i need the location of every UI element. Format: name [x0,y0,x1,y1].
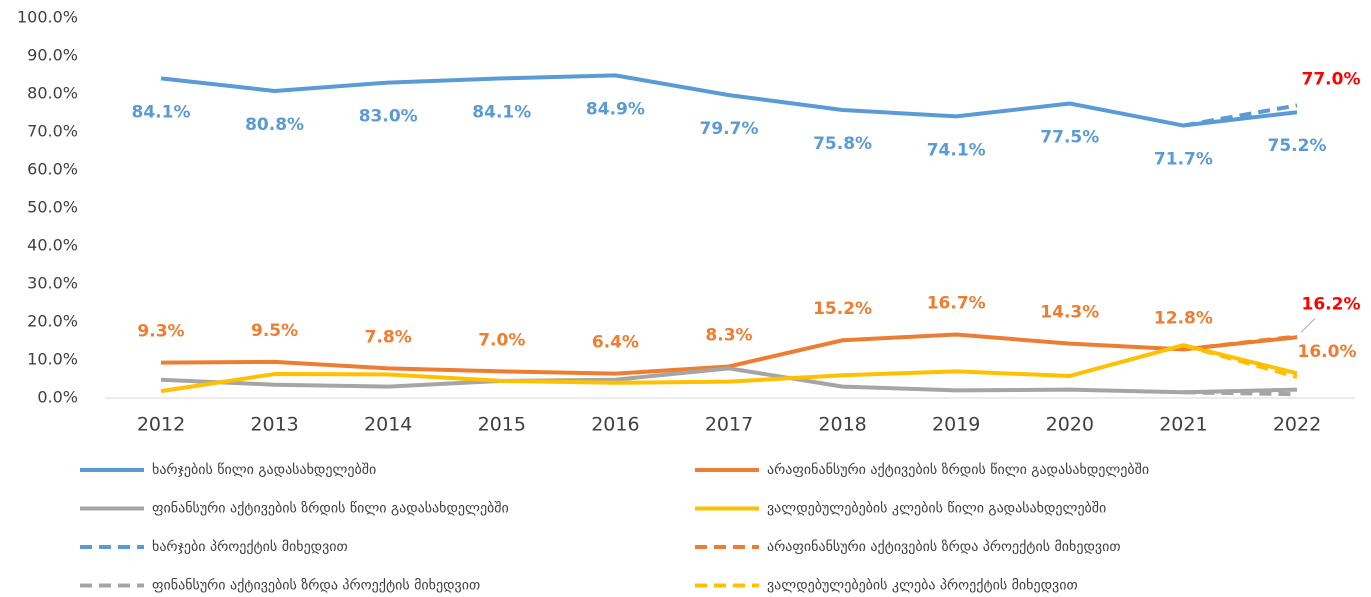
y-tick-label: 100.0% [17,8,78,27]
x-tick-label: 2015 [478,414,526,436]
data-label: 84.1% [472,102,531,122]
data-label: 7.8% [365,327,412,347]
series-line [160,73,1298,128]
x-tick-label: 2016 [591,414,639,436]
data-label: 7.0% [478,330,525,350]
projection-line [1183,334,1298,352]
x-tick-label: 2013 [250,414,298,436]
data-label: 9.3% [137,322,184,342]
data-label: 75.8% [813,134,872,154]
x-tick-label: 2012 [137,414,185,436]
data-label: 8.3% [705,325,752,345]
legend-label: არაფინანსური აქტივების ზრდა პროექტის მიხ… [767,538,1121,555]
data-label: 79.7% [700,119,759,139]
x-tick-label: 2018 [818,414,866,436]
y-tick-label: 50.0% [27,198,78,217]
data-label: 75.2% [1268,136,1327,156]
x-tick-label: 2014 [364,414,412,436]
data-label: 77.5% [1040,128,1099,148]
x-tick-label: 2020 [1046,414,1094,436]
series-line [160,366,1298,395]
data-label: 16.7% [927,294,986,314]
data-label: 71.7% [1154,150,1213,170]
y-tick-label: 30.0% [27,274,78,293]
y-tick-label: 70.0% [27,122,78,141]
data-label: 9.5% [251,321,298,341]
data-label: 84.9% [586,99,645,119]
data-label: 74.1% [927,140,986,160]
y-tick-label: 90.0% [27,46,78,65]
data-label: 15.2% [813,299,872,319]
data-label: 6.4% [592,333,639,353]
x-tick-label: 2017 [705,414,753,436]
legend-label: ფინანსური აქტივების ზრდა პროექტის მიხედვ… [152,577,480,594]
legend-label: ფინანსური აქტივების ზრდის წილი გადასახდე… [152,500,509,517]
projection-line [1183,103,1298,128]
data-label: 14.3% [1040,303,1099,323]
data-label: 80.8% [245,115,304,135]
x-tick-label: 2021 [1159,414,1207,436]
leader-line [1300,318,1316,333]
y-tick-label: 0.0% [37,388,78,407]
data-label: 16.2% [1302,294,1361,314]
y-tick-label: 80.0% [27,84,78,103]
y-tick-label: 60.0% [27,160,78,179]
legend-label: არაფინანსური აქტივების ზრდის წილი გადასა… [767,461,1149,478]
series-line [160,343,1298,394]
data-label: 83.0% [359,107,418,127]
legend-label: ვალდებულებების კლება პროექტის მიხედვით [767,577,1078,594]
data-label: 16.0% [1298,342,1357,362]
legend-label: ხარჯების წილი გადასახდელებში [152,461,376,478]
x-tick-label: 2019 [932,414,980,436]
legend-label: ვალდებულებების კლების წილი გადასახდელებშ… [767,501,1106,517]
legend-label: ხარჯები პროექტის მიხედვით [152,538,348,555]
y-tick-label: 20.0% [27,312,78,331]
projection-line [1182,343,1298,380]
y-tick-label: 40.0% [27,236,78,255]
data-label: 12.8% [1154,308,1213,328]
data-label: 84.1% [132,102,191,122]
x-tick-label: 2022 [1273,414,1321,436]
data-label: 77.0% [1302,69,1361,89]
y-tick-label: 10.0% [27,350,78,369]
